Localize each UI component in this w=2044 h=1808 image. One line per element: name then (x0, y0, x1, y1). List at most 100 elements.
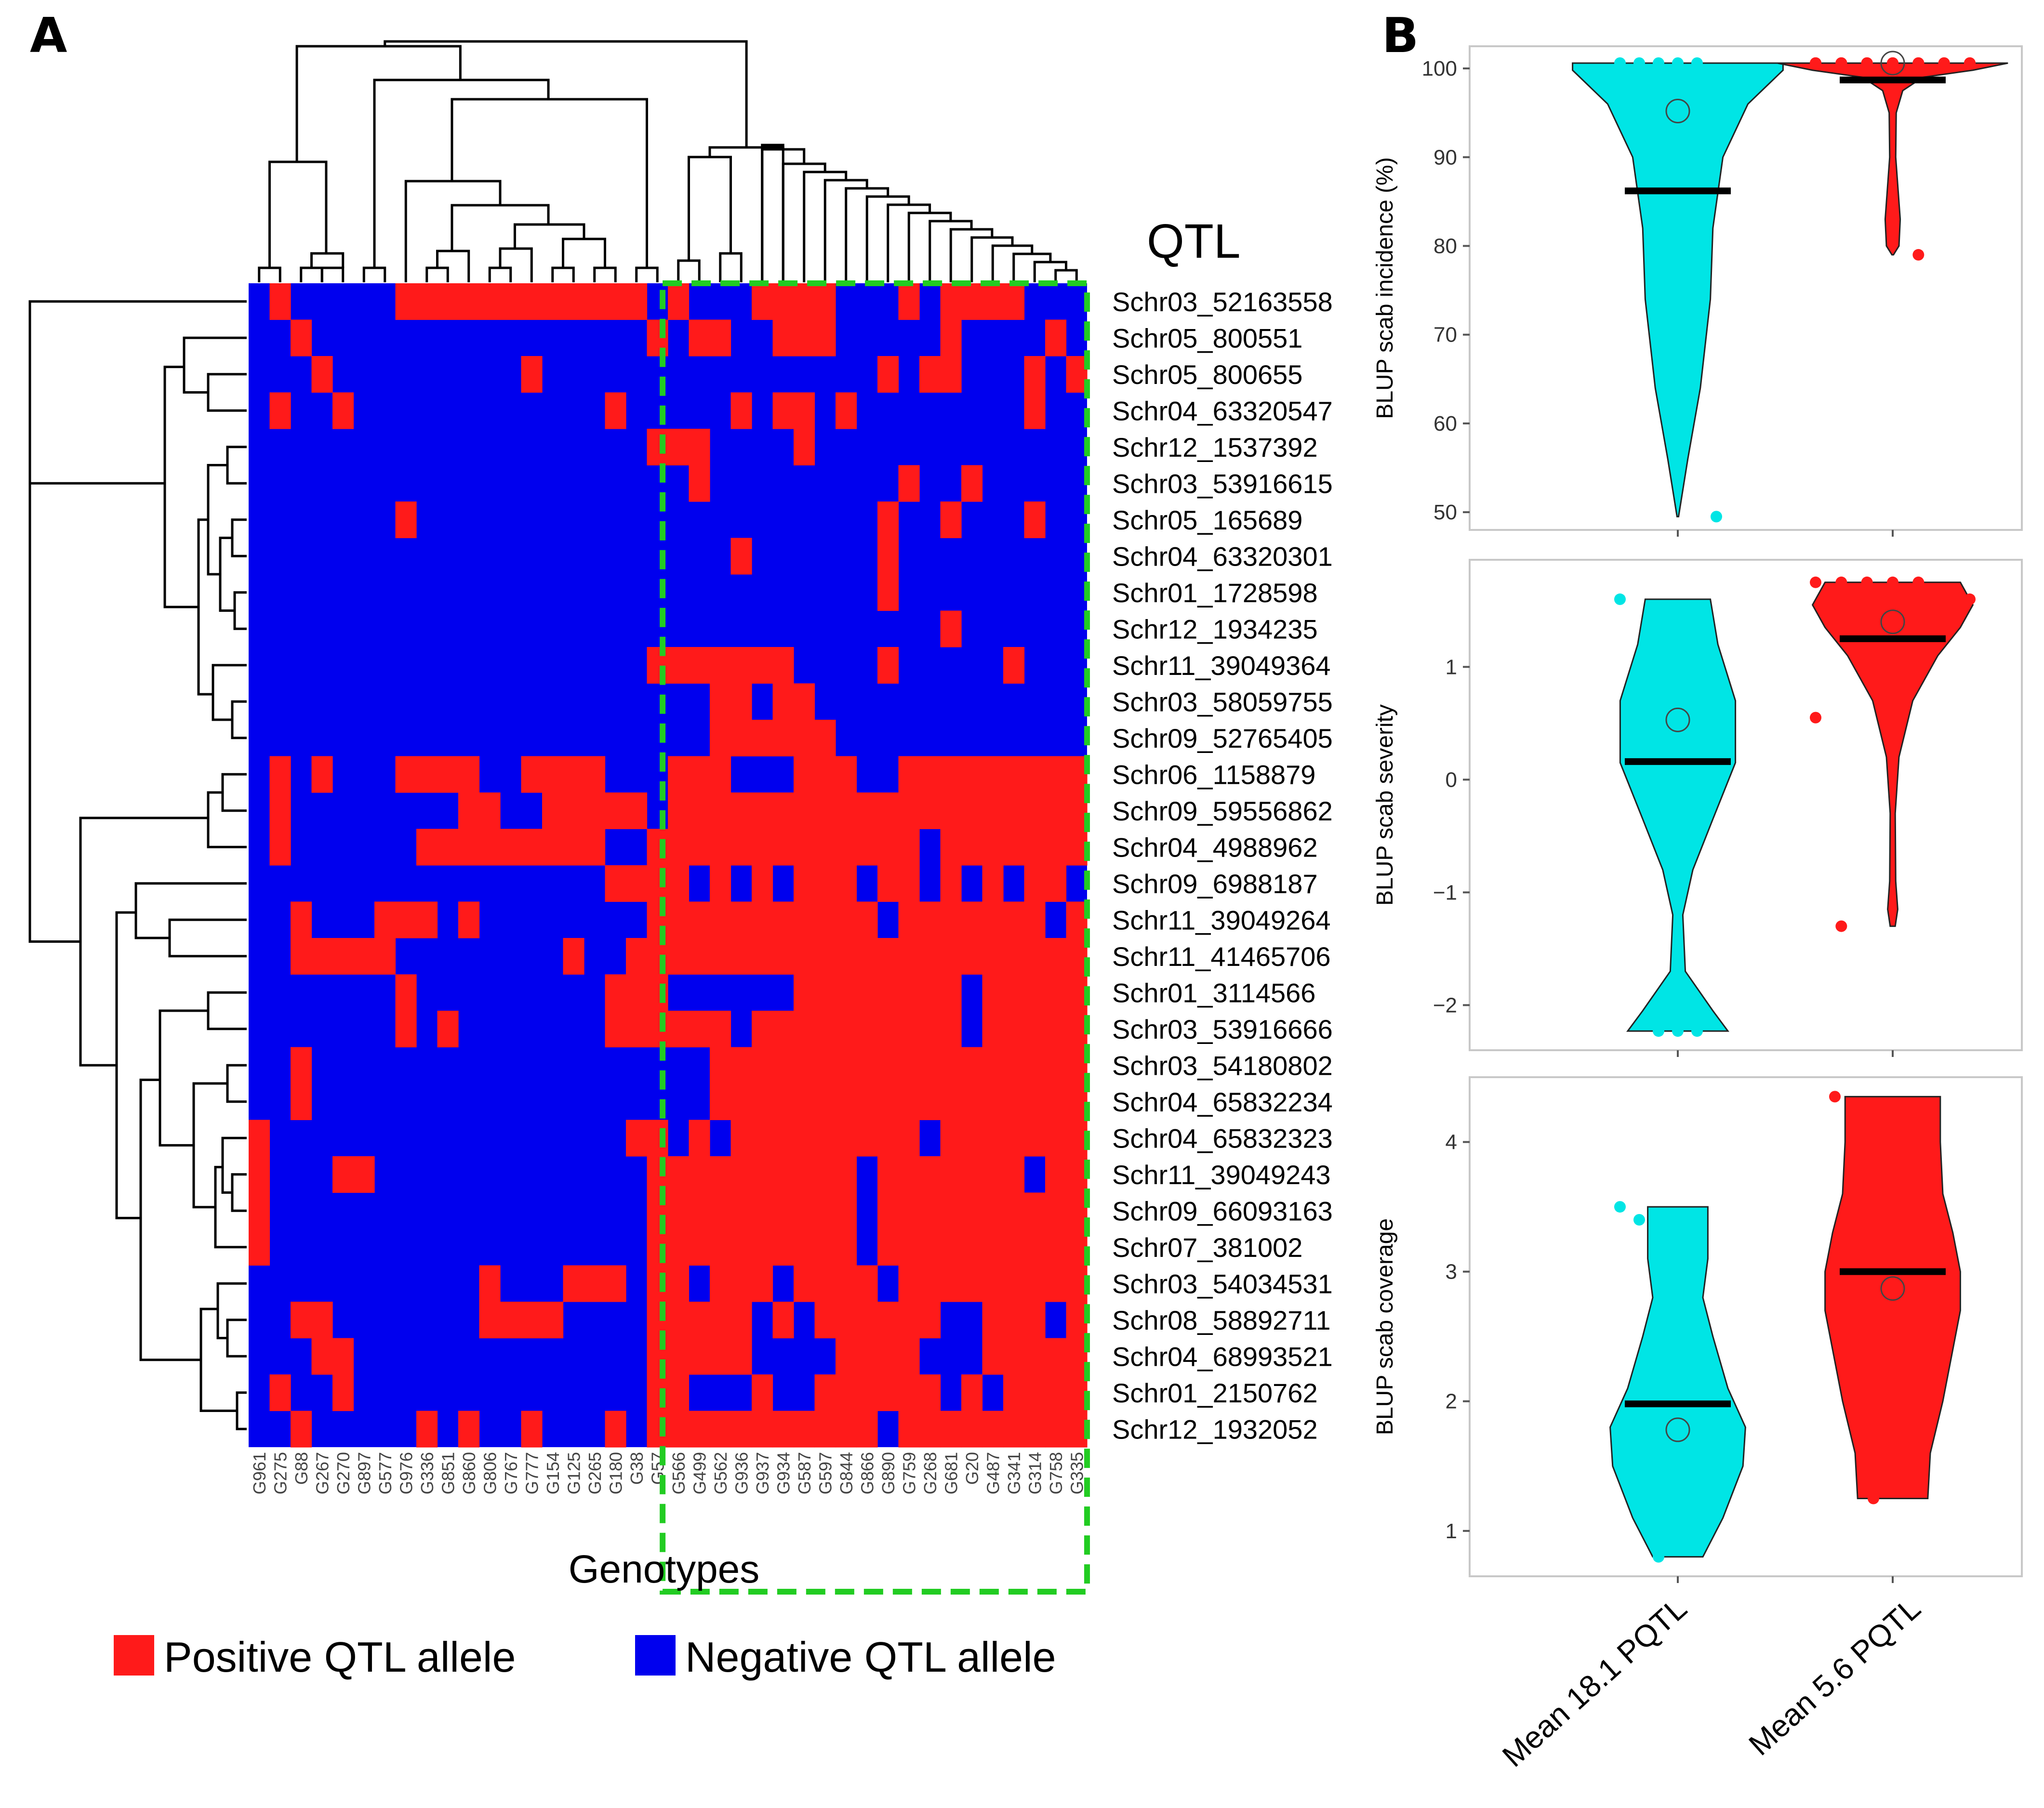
dendrogram-link (79, 817, 208, 1067)
dendrogram-link (207, 791, 247, 848)
legend-positive-swatch (114, 1635, 154, 1676)
dendrogram-link (221, 773, 247, 812)
heatmap-cell-positive (898, 1192, 920, 1229)
heatmap-cell-positive (584, 756, 606, 793)
violin-chart-2: −2 −1 0 1 BLUP scab severity (1372, 559, 2023, 1057)
heatmap-cell-positive (836, 1083, 857, 1121)
heatmap-cell-positive (919, 1047, 941, 1084)
heatmap-cell-positive (919, 1083, 941, 1121)
plot-frame (1469, 45, 2023, 531)
genotype-label: G866 (857, 1452, 877, 1494)
heatmap-cell-positive (332, 1338, 354, 1375)
heatmap-cell-positive (542, 756, 564, 793)
heatmap-cell-positive (1003, 1047, 1025, 1084)
heatmap-cell-positive (500, 829, 522, 866)
legend: Positive QTL allele Negative QTL allele (114, 1633, 1056, 1681)
data-point (1912, 576, 1925, 588)
heatmap-cell-positive (1066, 938, 1088, 975)
qtl-row-label: Schr01_3114566 (1112, 977, 1315, 1008)
qtl-labels: Schr03_52163558 Schr05_800551 Schr05_80065… (1112, 287, 1333, 1445)
heatmap-cell-positive (814, 901, 836, 938)
dendrogram-link (1033, 261, 1067, 282)
heatmap-cell-positive (395, 901, 417, 938)
heatmap-cell-positive (710, 647, 731, 684)
heatmap-cell-positive (752, 1047, 773, 1084)
heatmap-cell-positive (1045, 1338, 1067, 1375)
heatmap-cell-positive (563, 1265, 584, 1302)
heatmap-cell-positive (689, 647, 710, 684)
heatmap-cell-positive (437, 1011, 459, 1048)
dendrogram-link (163, 366, 199, 608)
violin-body (1619, 598, 1737, 1032)
heatmap-cell-positive (940, 1411, 962, 1448)
heatmap-cell-positive (689, 756, 710, 793)
heatmap-cell-positive (689, 1229, 710, 1266)
heatmap-cell-positive (794, 1083, 815, 1121)
heatmap-cell-positive (898, 1120, 920, 1157)
heatmap-cell-positive (730, 720, 752, 757)
x-category-label: Mean 5.6 PQTL (1742, 1591, 1927, 1762)
heatmap-cell-positive (814, 720, 836, 757)
heatmap-cell-positive (626, 974, 648, 1011)
heatmap-cell-positive (395, 501, 417, 539)
heatmap-cell-positive (710, 1156, 731, 1193)
heatmap-cell-positive (1003, 756, 1025, 793)
heatmap-cell-positive (374, 901, 396, 938)
heatmap-cell-positive (940, 283, 962, 320)
heatmap-cell-positive (794, 1011, 815, 1048)
heatmap-cell-positive (710, 1411, 731, 1448)
heatmap-cell-positive (877, 1083, 899, 1121)
qtl-row-label: Schr09_66093163 (1112, 1196, 1333, 1226)
heatmap-cell-positive (1066, 1156, 1088, 1193)
dendrogram-link (320, 266, 345, 282)
heatmap-cell-positive (772, 829, 794, 866)
heatmap-cell-positive (521, 829, 543, 866)
heatmap-cell-positive (689, 465, 710, 502)
heatmap-cell-positive (794, 1265, 815, 1302)
heatmap-cell-positive (730, 1302, 752, 1339)
genotype-label: G20 (962, 1452, 982, 1485)
genotype-label: G265 (585, 1452, 605, 1494)
heatmap-cell-positive (1066, 1374, 1088, 1412)
heatmap-cell-positive (898, 938, 920, 975)
genotype-label: G597 (815, 1452, 835, 1494)
heatmap-cell-positive (794, 901, 815, 938)
heatmap-cell-positive (814, 1156, 836, 1193)
heatmap-cell-positive (919, 1302, 941, 1339)
heatmap-cell-positive (730, 1265, 752, 1302)
heatmap-cell-positive (982, 829, 1004, 866)
qtl-row-label: Schr04_4988962 (1112, 832, 1318, 862)
heatmap-cell-positive (898, 1083, 920, 1121)
heatmap-cell-positive (332, 1156, 354, 1193)
cluster-highlight-box (660, 280, 1090, 1595)
heatmap-cell-positive (982, 1192, 1004, 1229)
heatmap-cell-positive (730, 1411, 752, 1448)
violin-body (1572, 62, 1784, 517)
heatmap-cell-positive (730, 1120, 752, 1157)
heatmap-cell-positive (1003, 1302, 1025, 1339)
heatmap-cell-positive (291, 1302, 312, 1339)
heatmap-cell-positive (668, 647, 690, 684)
data-point (1861, 576, 1873, 588)
heatmap-cell-positive (982, 1338, 1004, 1375)
data-point (1810, 57, 1821, 69)
heatmap-cell-positive (836, 1302, 857, 1339)
heatmap-cell-positive (940, 319, 962, 356)
y-tick-label: 3 (1446, 1260, 1457, 1284)
heatmap-cell-positive (836, 1265, 857, 1302)
heatmap-cell-positive (794, 392, 815, 429)
qtl-row-label: Schr07_381002 (1112, 1232, 1302, 1263)
heatmap-cell-positive (898, 974, 920, 1011)
heatmap-cell-positive (752, 829, 773, 866)
heatmap-cell-positive (794, 792, 815, 830)
heatmap-cell-positive (836, 1411, 857, 1448)
heatmap-cell-positive (877, 1338, 899, 1375)
heatmap-cell-positive (1066, 1120, 1088, 1157)
heatmap-cell-positive (794, 1192, 815, 1229)
heatmap-cell-positive (269, 829, 291, 866)
heatmap-cell-positive (1003, 647, 1025, 684)
heatmap-cell-positive (772, 1411, 794, 1448)
heatmap-cell-positive (836, 1120, 857, 1157)
heatmap-cell-positive (961, 829, 983, 866)
heatmap-cell-positive (249, 1120, 270, 1157)
